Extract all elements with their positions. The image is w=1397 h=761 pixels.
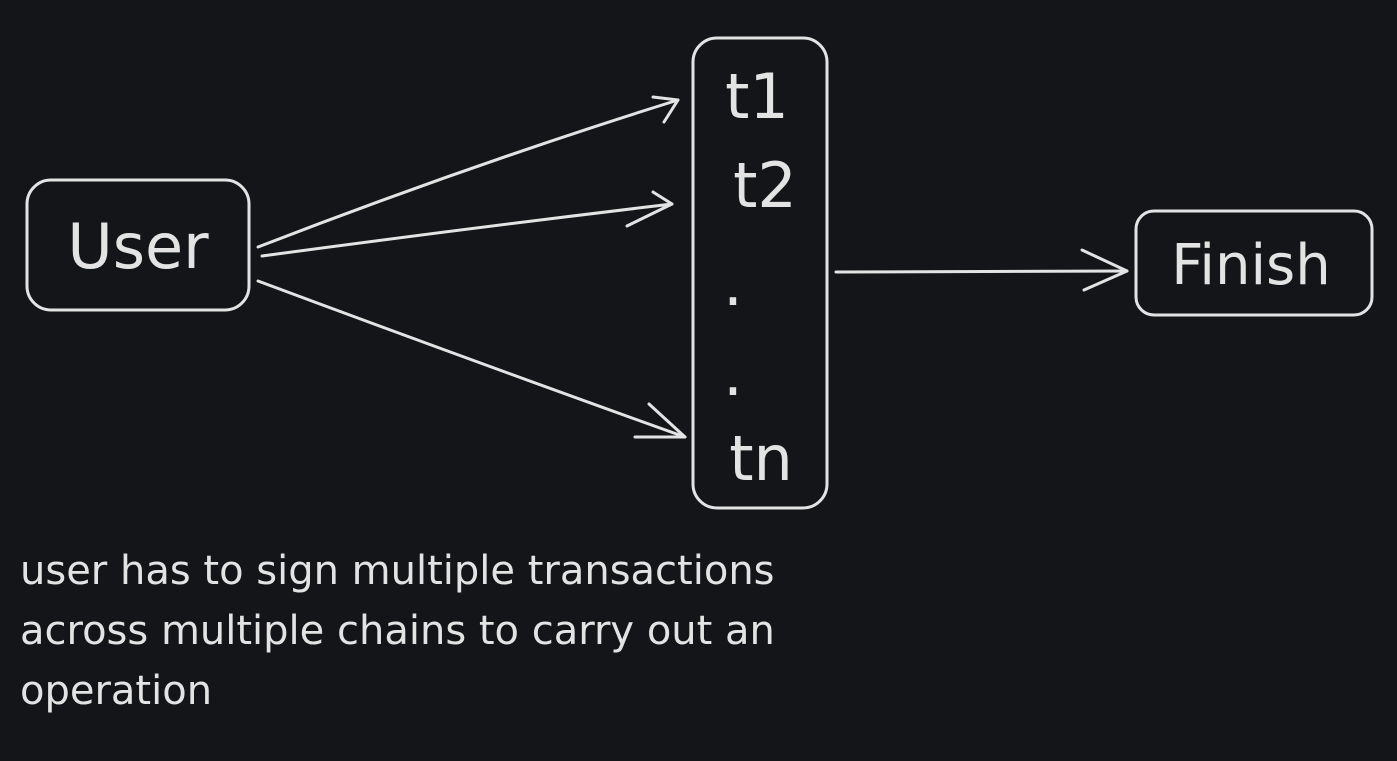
transactions-box[interactable]: [691, 36, 829, 510]
finish-box[interactable]: [1134, 209, 1374, 317]
transaction-item-tn: tn: [729, 422, 793, 495]
transaction-item-ellipsis-2: .: [723, 337, 743, 410]
arrow-user-to-tn: [256, 279, 687, 439]
user-box[interactable]: [25, 178, 251, 312]
user-label: User: [67, 210, 209, 283]
arrow-user-to-t1: [256, 95, 680, 249]
arrow-transactions-to-finish: [834, 248, 1129, 292]
finish-label: Finish: [1171, 233, 1330, 298]
arrow-user-to-t2: [260, 190, 674, 258]
transaction-item-t1: t1: [725, 60, 789, 133]
transaction-item-ellipsis-1: .: [723, 247, 743, 320]
caption-line-1: user has to sign multiple transactions: [20, 548, 775, 594]
caption-line-2: across multiple chains to carry out an: [20, 608, 775, 654]
transaction-item-t2: t2: [733, 149, 797, 222]
caption-line-3: operation: [20, 668, 213, 714]
